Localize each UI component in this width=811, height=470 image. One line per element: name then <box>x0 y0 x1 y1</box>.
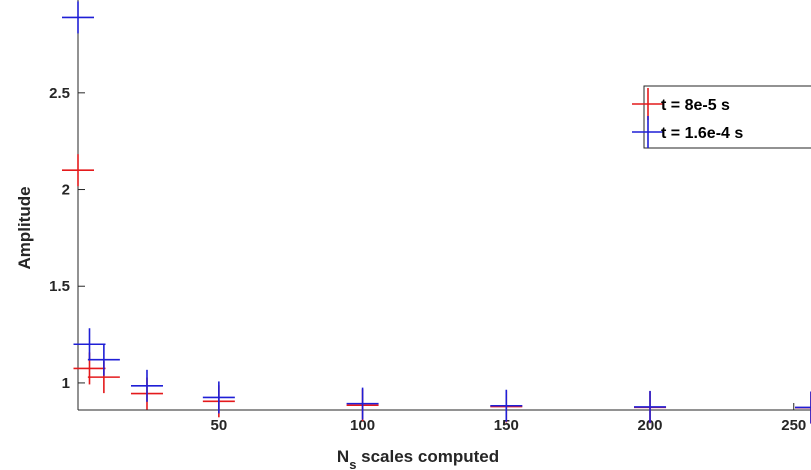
plot-area: 50 100 150 200 250 1 1.5 2 2.5 <box>49 0 811 434</box>
data-point-series-2 <box>73 328 106 361</box>
data-point-series-2 <box>490 389 523 422</box>
data-point-series-2 <box>795 391 811 424</box>
x-tick-label: 150 <box>494 417 519 434</box>
legend-label: t = 8e-5 s <box>661 97 730 114</box>
y-tick-label: 1.5 <box>49 278 70 295</box>
data-point-series-2 <box>346 387 379 420</box>
legend-entry: t = 8e-5 s <box>632 88 730 120</box>
x-ticks: 50 100 150 200 250 <box>211 403 806 434</box>
y-ticks: 1 1.5 2 2.5 <box>49 85 85 392</box>
x-tick-label: 50 <box>211 417 228 434</box>
y-tick-label: 2 <box>62 182 70 199</box>
x-axis-label-rest: scales computed <box>356 447 499 466</box>
data-point-series-1 <box>62 154 94 187</box>
x-tick-label: 200 <box>638 417 663 434</box>
legend: t = 8e-5 s t = 1.6e-4 s <box>632 85 811 149</box>
data-point-series-2 <box>130 369 163 402</box>
legend-entry: t = 1.6e-4 s <box>632 116 743 148</box>
y-axis-label: Amplitude <box>15 186 34 269</box>
x-tick-label: 100 <box>350 417 375 434</box>
data-points <box>62 1 811 424</box>
x-axis-label-main: N <box>337 447 349 466</box>
data-point-series-2 <box>634 390 667 423</box>
y-tick-label: 2.5 <box>49 85 70 102</box>
x-axis-label: Ns scales computed <box>337 447 499 470</box>
x-tick-label: 250 <box>781 417 806 434</box>
data-point-series-2 <box>202 381 235 414</box>
y-tick-label: 1 <box>62 375 70 392</box>
legend-box <box>643 85 811 149</box>
x-axis-label-subscript: s <box>349 457 356 470</box>
data-point-series-2 <box>62 1 94 34</box>
legend-label: t = 1.6e-4 s <box>661 125 743 142</box>
data-point-series-2 <box>87 343 120 376</box>
